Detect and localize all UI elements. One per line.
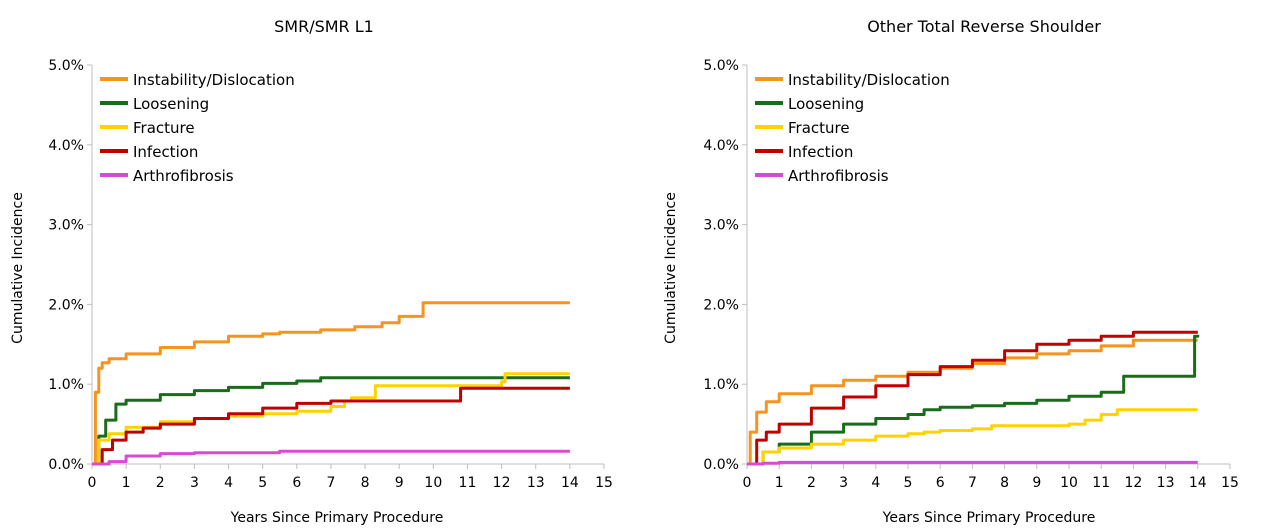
x-tick-label: 11: [1092, 475, 1110, 491]
chart-title: Other Total Reverse Shoulder: [867, 17, 1101, 36]
x-tick-label: 3: [190, 475, 199, 491]
x-tick-label: 8: [361, 475, 370, 491]
series-line-arthrofibrosis: [92, 449, 570, 466]
legend-label: Loosening: [788, 95, 864, 113]
chart-left: SMR/SMR L1 Years Since Primary Procedure…: [10, 17, 613, 526]
y-tick-label: 2.0%: [703, 297, 739, 313]
y-tick-label: 4.0%: [703, 138, 739, 154]
x-tick-label: 9: [395, 475, 404, 491]
legend-label: Instability/Dislocation: [788, 71, 950, 89]
series-line-instability-dislocation: [92, 301, 570, 466]
x-tick-label: 0: [743, 475, 752, 491]
series-line-loosening: [92, 376, 570, 466]
y-tick-label: 3.0%: [703, 218, 739, 234]
y-tick-label: 0.0%: [703, 457, 739, 473]
x-tick-label: 2: [807, 475, 816, 491]
series-line-arthrofibrosis: [747, 460, 1198, 466]
x-tick-label: 1: [775, 475, 784, 491]
legend-label: Infection: [133, 143, 198, 161]
legend-label: Fracture: [788, 119, 850, 137]
legend-label: Loosening: [133, 95, 209, 113]
x-tick-label: 7: [326, 475, 335, 491]
series-line-instability-dislocation: [747, 338, 1198, 466]
legend-label: Infection: [788, 143, 853, 161]
series-line-infection: [747, 330, 1198, 466]
x-tick-label: 2: [156, 475, 165, 491]
x-tick-label: 12: [493, 475, 511, 491]
y-tick-label: 1.0%: [48, 377, 84, 393]
x-tick-label: 0: [88, 475, 97, 491]
legend-label: Arthrofibrosis: [133, 167, 234, 185]
x-tick-label: 15: [595, 475, 613, 491]
x-tick-label: 1: [122, 475, 131, 491]
x-tick-label: 4: [224, 475, 233, 491]
series-line-fracture: [747, 408, 1198, 466]
x-tick-label: 7: [968, 475, 977, 491]
series-line-infection: [92, 386, 570, 466]
x-axis-label: Years Since Primary Procedure: [882, 510, 1096, 526]
y-tick-label: 5.0%: [48, 58, 84, 74]
x-tick-label: 14: [561, 475, 579, 491]
y-axis-label: Cumulative Incidence: [10, 192, 26, 344]
y-axis-label: Cumulative Incidence: [663, 192, 679, 344]
series-line-loosening: [747, 334, 1200, 466]
y-tick-label: 0.0%: [48, 457, 84, 473]
y-tick-label: 2.0%: [48, 297, 84, 313]
chart-title: SMR/SMR L1: [274, 17, 374, 36]
y-tick-label: 5.0%: [703, 58, 739, 74]
x-tick-label: 13: [1157, 475, 1175, 491]
x-tick-label: 3: [839, 475, 848, 491]
x-axis-label: Years Since Primary Procedure: [230, 510, 444, 526]
x-tick-label: 11: [459, 475, 477, 491]
x-tick-label: 13: [527, 475, 545, 491]
x-tick-label: 5: [904, 475, 913, 491]
x-tick-label: 14: [1189, 475, 1207, 491]
x-tick-label: 15: [1221, 475, 1239, 491]
x-tick-label: 6: [292, 475, 301, 491]
y-tick-label: 4.0%: [48, 138, 84, 154]
x-tick-label: 10: [424, 475, 442, 491]
x-tick-label: 6: [936, 475, 945, 491]
x-tick-label: 12: [1124, 475, 1142, 491]
y-tick-label: 1.0%: [703, 377, 739, 393]
chart-right: Other Total Reverse Shoulder Years Since…: [663, 17, 1239, 526]
legend-label: Instability/Dislocation: [133, 71, 295, 89]
x-tick-label: 4: [871, 475, 880, 491]
x-tick-label: 8: [1000, 475, 1009, 491]
y-tick-label: 3.0%: [48, 218, 84, 234]
legend-label: Arthrofibrosis: [788, 167, 889, 185]
x-tick-label: 5: [258, 475, 267, 491]
x-tick-label: 9: [1032, 475, 1041, 491]
x-tick-label: 10: [1060, 475, 1078, 491]
legend-label: Fracture: [133, 119, 195, 137]
